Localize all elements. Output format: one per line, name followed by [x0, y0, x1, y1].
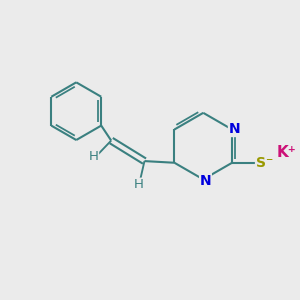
Text: S⁻: S⁻ [256, 156, 273, 170]
Text: H: H [89, 150, 99, 163]
Text: K⁺: K⁺ [277, 145, 297, 160]
Text: N: N [229, 122, 240, 136]
Text: H: H [134, 178, 144, 191]
Text: N: N [200, 173, 211, 188]
